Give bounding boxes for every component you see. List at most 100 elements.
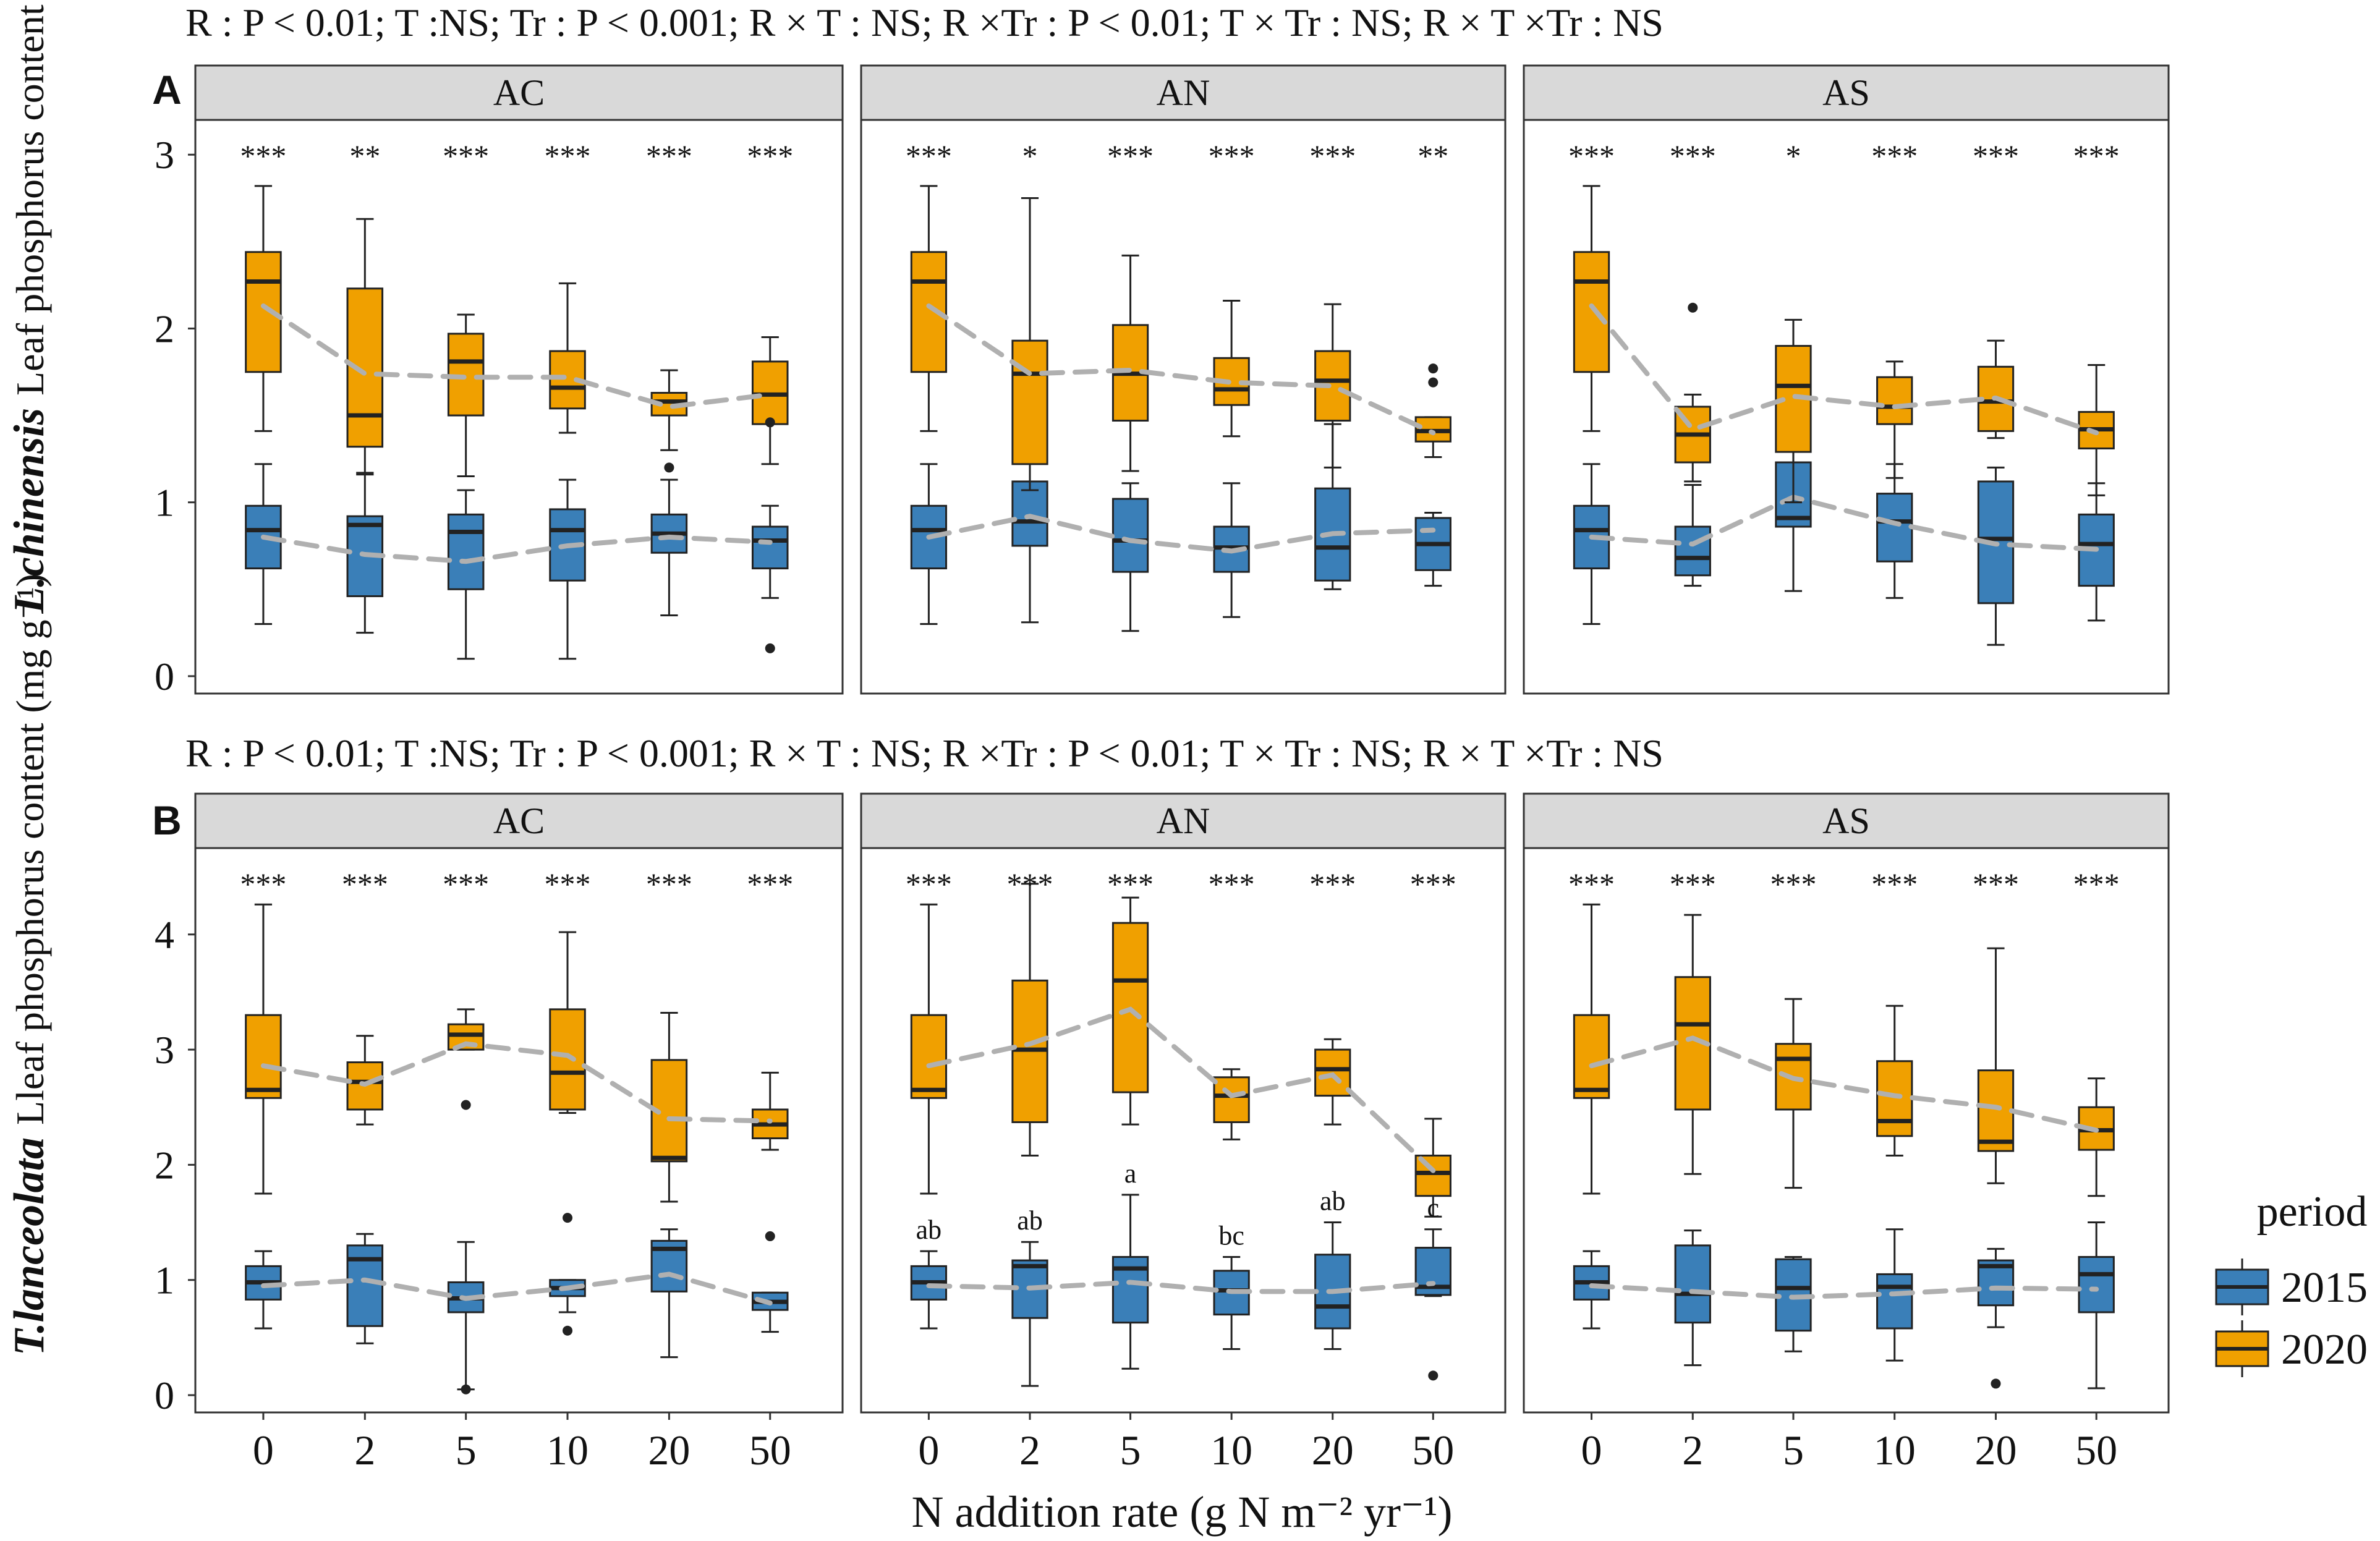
stats-annotation: R : P < 0.01; T :NS; Tr : P < 0.001; R ×… — [185, 731, 1664, 775]
x-tick-label: 0 — [1581, 1427, 1602, 1474]
panel-label: A — [152, 67, 182, 112]
x-tick-label: 10 — [1210, 1427, 1252, 1474]
x-tick-label: 2 — [1019, 1427, 1040, 1474]
significance-mark: *** — [2073, 867, 2120, 901]
y-tick-label: 1 — [155, 481, 174, 525]
significance-mark: *** — [747, 138, 793, 173]
significance-mark: *** — [1670, 867, 1716, 901]
mean-trend-2015 — [926, 1280, 1436, 1294]
mean-trend-2020 — [260, 303, 773, 410]
facet-title: AS — [1822, 800, 1870, 841]
group-letter: c — [1427, 1193, 1440, 1223]
box-2020-10 — [549, 931, 586, 1114]
box-2020-10 — [1876, 1004, 1913, 1157]
legend-title: period — [2257, 1188, 2368, 1236]
significance-mark: *** — [545, 138, 591, 173]
significance-mark: *** — [1007, 867, 1053, 901]
box-2015-50 — [751, 504, 789, 653]
plot-area — [194, 119, 844, 695]
x-tick-label: 50 — [2075, 1427, 2117, 1474]
panel-label: B — [152, 797, 182, 843]
box-2020-0 — [245, 903, 282, 1195]
outlier-point — [1428, 377, 1439, 388]
iqr-box — [1573, 1014, 1610, 1099]
mean-trend-2015 — [926, 514, 1436, 554]
significance-mark: *** — [1107, 867, 1154, 901]
y-tick-label: 2 — [155, 307, 174, 350]
box-2015-5 — [447, 489, 485, 660]
legend-label: 2020 — [2281, 1326, 2368, 1373]
significance-mark: *** — [1568, 867, 1615, 901]
facet-as: AS*** *** *** *** *** ***0 2 5 10 20 50 — [1523, 792, 2170, 1474]
species-name: L.chinensis — [6, 408, 53, 614]
significance-mark: *** — [1209, 867, 1255, 901]
outlier-point — [664, 462, 674, 473]
outlier-point — [461, 1100, 471, 1110]
box-2020-20 — [1977, 947, 2015, 1184]
box-2015-20 — [650, 478, 688, 616]
plot-area — [860, 119, 1507, 695]
y-axis-title: L.chinensis Leaf phosphorus content (mg g… — [6, 0, 53, 614]
iqr-box — [447, 513, 485, 590]
significance-mark: *** — [2073, 138, 2120, 173]
outlier-point — [563, 1213, 573, 1223]
significance-mark: *** — [545, 867, 591, 901]
outlier-point — [1428, 363, 1439, 374]
facet-strip — [860, 792, 1507, 849]
significance-mark: ** — [349, 138, 380, 173]
outlier-point — [765, 643, 775, 653]
plot-area — [194, 847, 844, 1414]
significance-mark: *** — [747, 867, 793, 901]
facet-ac: AC*** *** *** *** *** ***0 2 5 10 20 50 — [194, 792, 844, 1474]
y-tick-label: 4 — [155, 913, 174, 957]
x-tick-label: 5 — [1783, 1427, 1804, 1474]
iqr-box — [1977, 1069, 2015, 1152]
significance-mark: *** — [443, 867, 489, 901]
x-tick-label: 20 — [1312, 1427, 1354, 1474]
significance-mark: *** — [1568, 138, 1615, 173]
box-2015-10 — [1876, 1228, 1913, 1362]
facet-title: AS — [1822, 72, 1870, 113]
significance-mark: *** — [1670, 138, 1716, 173]
plot-area — [1523, 119, 2170, 695]
mean-trend-2015 — [260, 1271, 773, 1305]
x-tick-label: 50 — [749, 1427, 791, 1474]
group-letter: ab — [916, 1215, 942, 1245]
group-letter: ab — [1320, 1186, 1346, 1216]
box-2015-2 — [1674, 484, 1711, 587]
facet-as: AS*** *** * *** *** *** — [1523, 64, 2170, 695]
significance-mark: *** — [1309, 138, 1356, 173]
outlier-point — [1688, 302, 1698, 313]
legend-label: 2015 — [2281, 1264, 2368, 1312]
box-2015-0 — [245, 463, 282, 626]
x-tick-label: 5 — [1120, 1427, 1141, 1474]
plot-area — [1523, 847, 2170, 1414]
y-tick-label: 3 — [155, 133, 174, 177]
box-2015-0 — [910, 1250, 948, 1330]
mean-trend-2020 — [926, 1006, 1436, 1173]
outlier-point — [1991, 1378, 2001, 1389]
box-2020-0 — [1573, 903, 1610, 1195]
mean-trend-2020 — [260, 1041, 773, 1124]
box-2020-50 — [751, 336, 789, 465]
box-2015-50 — [1414, 512, 1451, 587]
box-2015-2 — [346, 1233, 384, 1344]
significance-mark: *** — [1871, 867, 1918, 901]
facet-title: AN — [1157, 800, 1210, 841]
iqr-box — [1674, 1244, 1711, 1324]
significance-mark: *** — [443, 138, 489, 173]
group-letter: bc — [1218, 1220, 1244, 1250]
facet-strip — [860, 64, 1507, 121]
box-2020-2 — [1011, 883, 1048, 1157]
significance-mark: * — [1785, 138, 1801, 173]
y-tick-label: 2 — [155, 1143, 174, 1187]
outlier-point — [765, 1231, 775, 1241]
mean-trend-2020 — [1589, 303, 2099, 436]
significance-mark: *** — [240, 138, 286, 173]
mean-trend-2015 — [1589, 494, 2099, 552]
iqr-box — [2078, 1255, 2115, 1314]
box-2020-0 — [910, 903, 948, 1195]
x-tick-label: 5 — [456, 1427, 477, 1474]
box-2015-50 — [2078, 1221, 2115, 1390]
mean-trend-2015 — [1589, 1283, 2099, 1300]
